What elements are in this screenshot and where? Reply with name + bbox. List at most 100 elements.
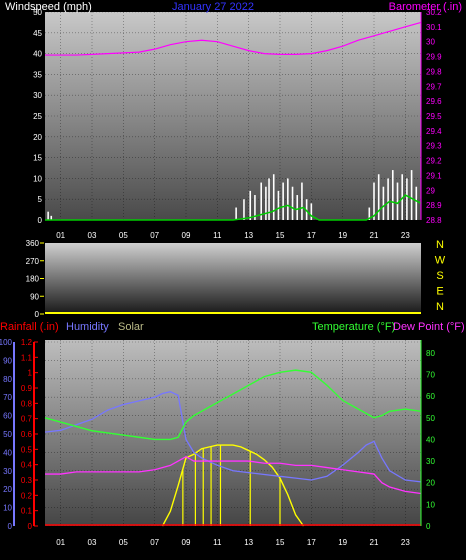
windspeed-tick-label: 5 [38, 195, 43, 204]
wind-panel-background [45, 12, 421, 220]
solar-label: Solar [118, 321, 144, 333]
rainfall-tick-label: 0.1 [21, 507, 33, 516]
top-time-axis-ticks: 01 03 05 07 09 11 13 15 17 19 21 23 [56, 231, 410, 240]
compass-direction-label: S [436, 270, 443, 282]
humidity-tick-label: 90 [3, 356, 12, 365]
time-tick-label: 03 [88, 231, 97, 240]
rainfall-tick-label: 1 [28, 369, 33, 378]
time-tick-label: 21 [370, 231, 379, 240]
windspeed-axis-ticks: 0 5 10 15 20 25 30 35 40 45 50 [33, 8, 42, 225]
dewpoint-line [45, 455, 422, 495]
dewpoint-label: Dew Point (°F) [393, 321, 465, 333]
time-tick-label: 23 [401, 231, 410, 240]
barometer-tick-label: 29.7 [426, 82, 442, 91]
temperature-tick-label: 70 [426, 370, 435, 379]
time-tick-label: 17 [307, 231, 316, 240]
rainfall-tick-label: 1.2 [21, 338, 33, 347]
time-tick-label: 15 [276, 231, 285, 240]
chart-date-title: January 27 2022 [172, 1, 254, 13]
time-tick-label: 07 [150, 231, 159, 240]
temperature-tick-label: 20 [426, 479, 435, 488]
compass-direction-label: N [436, 239, 444, 251]
winddir-panel-background [45, 243, 421, 314]
barometer-tick-label: 30.1 [426, 23, 442, 32]
barometer-tick-label: 29.4 [426, 127, 442, 136]
temperature-line [44, 369, 422, 441]
rainfall-tick-label: 0.3 [21, 476, 33, 485]
humidity-tick-label: 30 [3, 467, 12, 476]
time-tick-label: 05 [119, 538, 128, 547]
winddir-tick-label: 0 [35, 310, 40, 319]
rainfall-tick-label: 0.2 [21, 491, 33, 500]
barometer-tick-label: 29.1 [426, 171, 442, 180]
time-tick-label: 11 [213, 538, 222, 547]
humidity-axis-ticks: 0 10 20 30 40 50 60 70 80 90 100 [0, 338, 13, 531]
humidity-tick-label: 10 [3, 504, 12, 513]
barometer-tick-label: 29.6 [426, 97, 442, 106]
barometer-tick-label: 29 [426, 186, 435, 195]
humidity-tick-label: 60 [3, 412, 12, 421]
barometer-tick-label: 28.9 [426, 201, 442, 210]
temperature-tick-label: 0 [426, 522, 431, 531]
barometer-tick-label: 28.8 [426, 216, 442, 225]
temperature-tick-label: 30 [426, 457, 435, 466]
humidity-tick-label: 50 [3, 430, 12, 439]
time-tick-label: 01 [56, 231, 65, 240]
time-tick-label: 09 [182, 538, 191, 547]
temperature-label: Temperature (°F) [312, 321, 395, 333]
compass-direction-label: N [436, 301, 444, 313]
humidity-label: Humidity [66, 321, 109, 333]
temperature-tick-label: 40 [426, 435, 435, 444]
time-tick-label: 01 [56, 538, 65, 547]
time-tick-label: 19 [338, 538, 347, 547]
time-tick-label: 09 [182, 231, 191, 240]
main-panel-grid [45, 340, 421, 527]
windspeed-tick-label: 0 [38, 216, 43, 225]
rainfall-tick-label: 0 [28, 522, 33, 531]
barometer-tick-label: 30.2 [426, 8, 442, 17]
winddir-tick-label: 270 [26, 257, 40, 266]
compass-direction-label: W [435, 255, 446, 267]
humidity-tick-label: 100 [0, 338, 13, 347]
time-tick-label: 21 [370, 538, 379, 547]
windspeed-tick-label: 15 [33, 154, 42, 163]
rainfall-label: Rainfall (.in) [0, 321, 59, 333]
windspeed-tick-label: 35 [33, 70, 42, 79]
rainfall-tick-label: 0.8 [21, 399, 33, 408]
time-tick-label: 15 [276, 538, 285, 547]
time-tick-label: 07 [150, 538, 159, 547]
time-tick-label: 17 [307, 538, 316, 547]
windspeed-tick-label: 45 [33, 29, 42, 38]
temperature-axis-ticks: 0 10 20 30 40 50 60 70 80 [426, 349, 435, 531]
humidity-tick-label: 0 [8, 522, 13, 531]
humidity-tick-label: 80 [3, 375, 12, 384]
rainfall-tick-label: 0.4 [21, 461, 33, 470]
time-tick-label: 13 [244, 538, 253, 547]
temperature-tick-label: 80 [426, 349, 435, 358]
humidity-tick-label: 70 [3, 393, 12, 402]
humidity-tick-label: 20 [3, 485, 12, 494]
barometer-tick-label: 29.3 [426, 142, 442, 151]
winddir-axis-ticks: 0 90 180 270 360 [26, 239, 44, 319]
rainfall-tick-label: 1.1 [21, 353, 33, 362]
windspeed-tick-label: 40 [33, 50, 42, 59]
winddir-tick-label: 90 [30, 292, 39, 301]
time-tick-label: 05 [119, 231, 128, 240]
temperature-tick-label: 50 [426, 414, 435, 423]
windspeed-tick-label: 30 [33, 91, 42, 100]
rainfall-tick-label: 0.5 [21, 445, 33, 454]
time-tick-label: 03 [88, 538, 97, 547]
barometer-tick-label: 29.2 [426, 157, 442, 166]
barometer-tick-label: 29.9 [426, 53, 442, 62]
main-panel-background [45, 340, 421, 526]
humidity-tick-label: 40 [3, 448, 12, 457]
windspeed-tick-label: 50 [33, 8, 42, 17]
time-tick-label: 23 [401, 538, 410, 547]
winddir-tick-label: 360 [26, 239, 40, 248]
time-tick-label: 19 [338, 231, 347, 240]
main-series [44, 369, 422, 527]
rainfall-tick-label: 0.7 [21, 415, 33, 424]
barometer-tick-label: 29.8 [426, 67, 442, 76]
